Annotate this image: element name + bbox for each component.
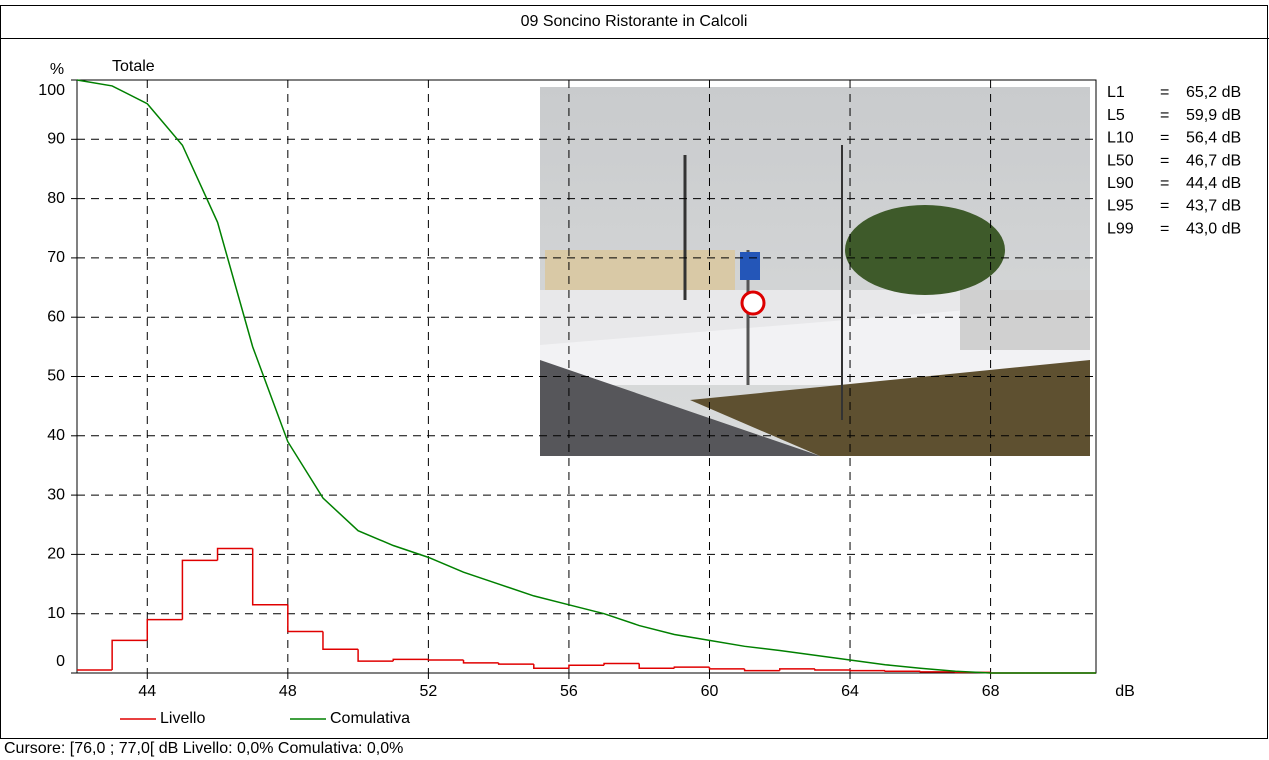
stat-name: L5 xyxy=(1107,107,1125,124)
y-tick-label: 100 xyxy=(38,82,65,99)
step-segment xyxy=(919,671,956,673)
stat-name: L90 xyxy=(1107,175,1134,192)
step-segment xyxy=(427,659,464,661)
x-tick-label: 60 xyxy=(701,683,719,700)
stat-value: 43,7 dB xyxy=(1186,198,1241,215)
y-tick-label: 0 xyxy=(56,653,65,670)
stat-separator: = xyxy=(1160,130,1169,147)
x-tick-label: 52 xyxy=(419,683,437,700)
y-tick-label: 60 xyxy=(47,308,65,325)
step-segment xyxy=(216,547,253,561)
stat-value: 43,0 dB xyxy=(1186,220,1241,237)
stat-value: 56,4 dB xyxy=(1186,130,1241,147)
step-segment xyxy=(111,639,148,671)
step-segment xyxy=(673,666,710,669)
x-tick-label: 68 xyxy=(982,683,1000,700)
step-segment xyxy=(814,668,851,671)
step-segment xyxy=(638,663,675,670)
y-tick-label: 20 xyxy=(47,546,65,563)
line xyxy=(76,79,1096,674)
x-axis-label: dB xyxy=(1115,683,1135,700)
stat-value: 44,4 dB xyxy=(1186,175,1241,192)
stat-separator: = xyxy=(1160,152,1169,169)
step-segment xyxy=(497,662,534,665)
step-segment xyxy=(322,631,359,651)
stat-value: 59,9 dB xyxy=(1186,107,1241,124)
stat-separator: = xyxy=(1160,84,1169,101)
stat-name: L1 xyxy=(1107,84,1125,101)
legend-label: Comulativa xyxy=(330,710,410,727)
step-segment xyxy=(568,664,605,669)
stat-separator: = xyxy=(1160,107,1169,124)
stat-separator: = xyxy=(1160,175,1169,192)
y-tick-label: 40 xyxy=(47,427,65,444)
step-segment xyxy=(251,548,288,606)
frame xyxy=(0,5,1268,739)
y-tick-label: 30 xyxy=(47,486,65,503)
step-segment xyxy=(357,649,394,662)
stat-name: L95 xyxy=(1107,198,1134,215)
step-segment xyxy=(533,664,569,670)
step-segment xyxy=(287,604,323,633)
step-segment xyxy=(708,667,745,670)
stat-separator: = xyxy=(1160,198,1169,215)
stat-name: L99 xyxy=(1107,220,1134,237)
legend-label: Livello xyxy=(160,710,205,727)
x-tick-label: 64 xyxy=(841,683,859,700)
subtitle: Totale xyxy=(112,58,155,75)
y-tick-label: 70 xyxy=(47,249,65,266)
cursor-readout: Cursore: [76,0 ; 77,0[ dB Livello: 0,0% … xyxy=(4,740,403,757)
stat-value: 46,7 dB xyxy=(1186,152,1241,169)
stat-value: 65,2 dB xyxy=(1186,84,1241,101)
photo xyxy=(540,87,1090,456)
step-segment xyxy=(392,658,429,662)
step-segment xyxy=(181,559,218,620)
step-segment xyxy=(462,659,499,664)
step-segment xyxy=(743,668,780,672)
y-axis-label: % xyxy=(50,61,64,78)
y-tick-label: 10 xyxy=(47,605,65,622)
step-segment xyxy=(884,670,921,672)
x-tick-label: 44 xyxy=(138,683,156,700)
step-segment xyxy=(849,669,886,672)
chart-title: 09 Soncino Ristorante in Calcoli xyxy=(521,13,748,30)
step-segment xyxy=(779,668,815,671)
stat-separator: = xyxy=(1160,220,1169,237)
step-segment xyxy=(146,618,183,641)
y-tick-label: 80 xyxy=(47,190,65,207)
y-tick-label: 50 xyxy=(47,368,65,385)
stat-name: L50 xyxy=(1107,152,1134,169)
x-tick-label: 48 xyxy=(279,683,297,700)
y-tick-label: 90 xyxy=(47,131,65,148)
x-tick-label: 56 xyxy=(560,683,578,700)
step-segment xyxy=(603,662,640,666)
stat-name: L10 xyxy=(1107,130,1134,147)
